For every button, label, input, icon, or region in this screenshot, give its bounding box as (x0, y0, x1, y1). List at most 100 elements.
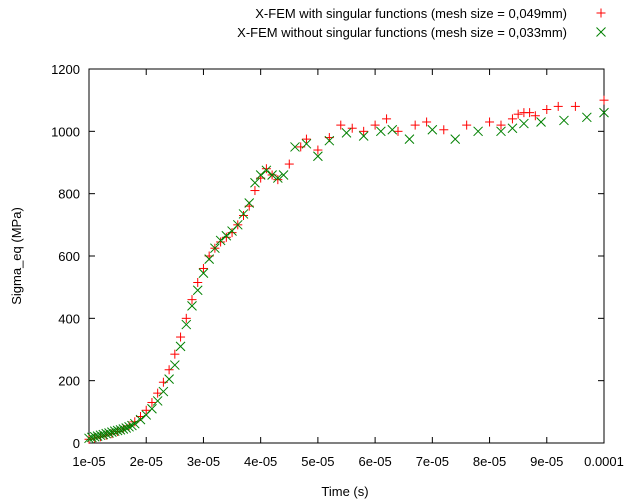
data-point (89, 431, 100, 442)
data-point (193, 277, 203, 287)
data-point (92, 431, 103, 441)
data-point (507, 114, 517, 124)
legend-marker-series-2 (596, 27, 606, 37)
x-tick-label: 9e-05 (530, 454, 563, 469)
data-point (147, 397, 157, 407)
x-tick-label: 5e-05 (301, 454, 334, 469)
data-point (382, 114, 392, 124)
data-point (359, 126, 369, 136)
data-point (215, 235, 226, 246)
data-point (164, 374, 174, 384)
y-tick-label: 800 (58, 187, 80, 202)
data-point (121, 423, 132, 433)
data-point (313, 145, 323, 155)
data-point (239, 210, 248, 220)
data-point (284, 159, 294, 169)
data-point (375, 126, 386, 137)
x-tick-label: 0.0001 (584, 454, 624, 469)
data-point (301, 134, 311, 144)
data-point (198, 268, 209, 278)
data-point (393, 126, 403, 136)
data-point (542, 105, 552, 115)
data-point (232, 219, 243, 230)
data-point (210, 243, 220, 254)
x-tick-label: 2e-05 (130, 454, 163, 469)
data-point (290, 142, 300, 152)
data-point (124, 421, 134, 432)
data-point (192, 285, 203, 296)
data-point (198, 263, 208, 273)
data-point (272, 173, 283, 183)
data-point (238, 209, 249, 219)
data-point (462, 120, 472, 130)
data-point (175, 341, 186, 352)
data-point (427, 124, 438, 135)
x-tick-label: 3e-05 (187, 454, 220, 469)
data-point (422, 117, 432, 127)
data-point (536, 117, 546, 127)
data-point (152, 396, 163, 406)
data-point (118, 424, 129, 434)
y-axis-title: Sigma_eq (MPa) (9, 207, 24, 305)
data-point (336, 120, 346, 130)
data-point (164, 365, 174, 375)
data-point (301, 138, 312, 149)
legend-marker-glyph (596, 8, 606, 18)
data-point (485, 117, 495, 127)
data-point (127, 420, 137, 431)
data-point (496, 120, 506, 130)
data-point (473, 126, 483, 137)
x-tick-label: 6e-05 (358, 454, 391, 469)
y-tick-label: 200 (58, 374, 80, 389)
data-point (221, 230, 232, 241)
data-point (250, 186, 260, 196)
x-axis-title: Time (s) (321, 484, 368, 499)
data-point (599, 95, 609, 105)
data-point (104, 428, 114, 438)
y-tick-label: 1000 (51, 124, 80, 139)
data-point (261, 164, 271, 174)
data-point (267, 170, 277, 180)
y-axis: 0 200 400 600 800 1000 1200 (51, 62, 604, 451)
data-point (158, 386, 169, 397)
data-point (244, 198, 255, 208)
data-point (204, 254, 215, 264)
data-point (525, 108, 535, 118)
legend-label-series-2: X-FEM without singular functions (mesh s… (237, 25, 567, 40)
legend-marker-glyph (596, 27, 606, 37)
data-point (507, 123, 518, 134)
data-point (98, 429, 109, 440)
data-point (216, 237, 226, 247)
y-tick-label: 400 (58, 311, 80, 326)
data-point (112, 425, 123, 436)
data-point (135, 414, 146, 425)
data-point (187, 295, 197, 305)
legend: X-FEM with singular functions (mesh size… (237, 6, 606, 40)
data-point (370, 120, 380, 130)
data-point (176, 332, 186, 342)
data-point (84, 433, 94, 444)
data-point (347, 123, 357, 133)
y-tick-label: 0 (73, 436, 80, 451)
data-point (404, 134, 415, 144)
data-point (358, 131, 369, 141)
data-point (559, 115, 569, 126)
data-point (313, 151, 323, 162)
data-point (95, 430, 106, 441)
legend-label-series-1: X-FEM with singular functions (mesh size… (255, 6, 567, 21)
data-point (147, 403, 157, 414)
data-point (109, 426, 120, 437)
data-point (107, 427, 117, 437)
data-point (553, 101, 563, 111)
data-point (324, 135, 335, 146)
data-point (87, 432, 97, 443)
data-point (530, 111, 540, 121)
y-tick-label: 1200 (51, 62, 80, 77)
data-point (153, 388, 163, 398)
data-point (101, 428, 112, 439)
data-point (570, 101, 580, 111)
data-point (170, 349, 180, 359)
data-series (84, 95, 609, 444)
data-point (261, 165, 272, 176)
